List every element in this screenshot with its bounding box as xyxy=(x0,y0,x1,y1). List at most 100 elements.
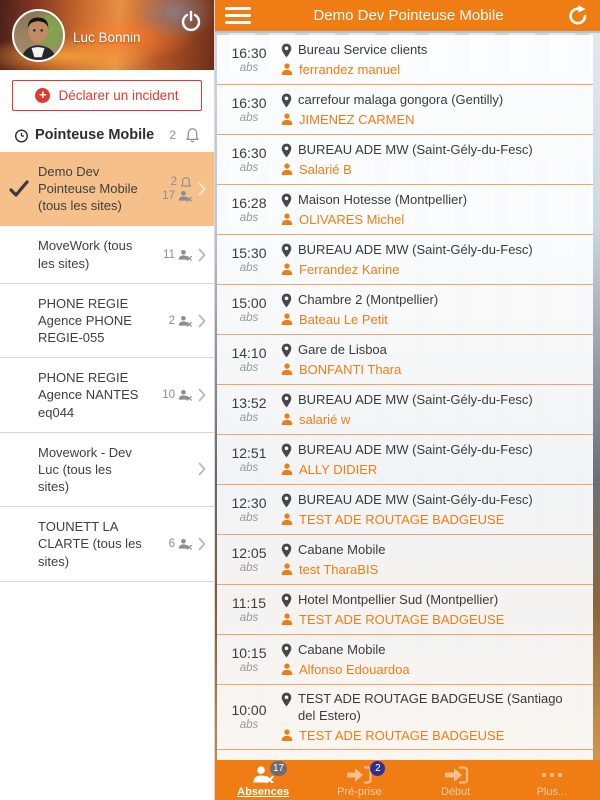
chevron-right-icon xyxy=(198,463,206,476)
refresh-icon[interactable] xyxy=(566,4,590,28)
chevron-right-icon xyxy=(198,314,206,327)
absence-row[interactable]: 12:51 abs BUREAU ADE MW (Saint-Gély-du-F… xyxy=(217,435,593,485)
person-name: Bateau Le Petit xyxy=(299,311,388,327)
row-content: Hotel Montpellier Sud (Montpellier) TEST… xyxy=(281,592,589,627)
location-name: BUREAU ADE MW (Saint-Gély-du-Fesc) xyxy=(298,142,533,158)
person-line: TEST ADE ROUTAGE BADGEUSE xyxy=(281,728,583,743)
preprise-count-badge: 2 xyxy=(370,760,386,776)
map-pin-icon xyxy=(281,443,292,458)
tab-label: Plus... xyxy=(536,785,568,798)
preprise-arrow-icon xyxy=(347,765,372,784)
sidebar-site-item[interactable]: MoveWork (tous les sites) 11 xyxy=(0,226,214,284)
absence-status: abs xyxy=(239,262,259,274)
absence-row[interactable]: 10:15 abs Cabane Mobile xyxy=(217,635,593,685)
chevron-right-icon xyxy=(198,537,206,551)
row-content: Bureau Service clients ferrandez manuel xyxy=(281,42,589,77)
map-pin-icon xyxy=(281,493,292,508)
row-content: carrefour malaga gongora (Gentilly) JIME… xyxy=(281,92,589,127)
absence-row[interactable]: 16:30 abs carrefour malaga gongora (Gent… xyxy=(217,85,593,135)
person-icon xyxy=(281,663,293,676)
absence-row[interactable]: 12:30 abs BUREAU ADE MW (Saint-Gély-du-F… xyxy=(217,485,593,535)
absence-time: 10:00 xyxy=(231,702,267,719)
location-line: Bureau Service clients xyxy=(281,42,583,59)
sidebar-site-item[interactable]: TOUNETT LA CLARTE (tous les sites) 6 xyxy=(0,507,214,582)
avatar-photo xyxy=(21,14,63,60)
sidebar-site-item[interactable]: PHONE REGIE Agence NANTES eq044 10 xyxy=(0,358,214,433)
person-name: TEST ADE ROUTAGE BADGEUSE xyxy=(299,727,505,743)
absence-row[interactable]: 10:00 abs TEST ADE ROUTAGE BADGEUSE (San… xyxy=(217,685,593,750)
person-name: BONFANTI Thara xyxy=(299,361,402,377)
sidebar-site-item[interactable]: Demo Dev Pointeuse Mobile (tous les site… xyxy=(0,152,214,227)
profile-header: Luc Bonnin xyxy=(0,0,214,70)
person-icon xyxy=(281,263,293,276)
absence-row[interactable]: 16:30 abs Bureau Service clients xyxy=(217,35,593,85)
row-content: BUREAU ADE MW (Saint-Gély-du-Fesc) salar… xyxy=(281,392,589,427)
person-name: JIMENEZ CARMEN xyxy=(299,111,415,127)
person-icon xyxy=(281,729,293,742)
site-label: Demo Dev Pointeuse Mobile (tous les site… xyxy=(38,164,138,214)
more-ellipsis-icon xyxy=(541,772,562,777)
tab-label: Pré-prise xyxy=(337,785,382,798)
clock-icon xyxy=(14,128,29,143)
person-line: OLIVARES Michel xyxy=(281,212,583,227)
absence-row[interactable]: 16:28 abs Maison Hotesse (Montpellier) xyxy=(217,185,593,235)
declare-incident-button[interactable]: + Déclarer un incident xyxy=(12,80,202,111)
location-name: Maison Hotesse (Montpellier) xyxy=(298,192,468,208)
location-name: Gare de Lisboa xyxy=(298,342,387,358)
map-pin-icon xyxy=(281,643,292,658)
row-content: Maison Hotesse (Montpellier) OLIVARES Mi… xyxy=(281,192,589,227)
power-icon[interactable] xyxy=(180,10,202,32)
time-column: 16:28 abs xyxy=(217,195,281,224)
site-badges: 6 xyxy=(144,538,194,550)
page-title: Demo Dev Pointeuse Mobile xyxy=(313,7,504,24)
absence-status: abs xyxy=(239,412,259,424)
user-avatar[interactable] xyxy=(12,9,65,62)
person-name: salarié w xyxy=(299,411,351,427)
absence-row[interactable]: 15:30 abs BUREAU ADE MW (Saint-Gély-du-F… xyxy=(217,235,593,285)
person-name: Alfonso Edouardoa xyxy=(299,661,410,677)
chevron-right-icon xyxy=(198,248,206,262)
person-icon xyxy=(281,113,293,126)
sidebar-site-item[interactable]: Movework - Dev Luc (tous les sites) xyxy=(0,432,214,508)
absence-row[interactable]: 14:10 abs Gare de Lisboa xyxy=(217,335,593,385)
absence-row[interactable]: 15:00 abs Chambre 2 (Montpellier) xyxy=(217,285,593,335)
location-line: BUREAU ADE MW (Saint-Gély-du-Fesc) xyxy=(281,242,583,259)
chevron-right-icon xyxy=(198,182,206,196)
menu-icon[interactable] xyxy=(225,6,251,25)
tab-plus[interactable]: Plus... xyxy=(504,760,600,800)
chevron-right-icon xyxy=(198,388,206,402)
site-label: PHONE REGIE Agence NANTES eq044 xyxy=(38,370,139,420)
location-line: carrefour malaga gongora (Gentilly) xyxy=(281,92,583,109)
absence-time: 16:30 xyxy=(231,95,267,111)
location-line: BUREAU ADE MW (Saint-Gély-du-Fesc) xyxy=(281,392,583,409)
location-line: Hotel Montpellier Sud (Montpellier) xyxy=(281,592,583,609)
site-badges: 2 17 xyxy=(144,176,194,202)
absence-row[interactable]: 13:52 abs BUREAU ADE MW (Saint-Gély-du-F… xyxy=(217,385,593,435)
absence-row[interactable]: 11:15 abs Hotel Montpellier Sud (Montpel… xyxy=(217,585,593,635)
sidebar: Luc Bonnin + Déclarer un incident Pointe… xyxy=(0,0,215,800)
row-content: BUREAU ADE MW (Saint-Gély-du-Fesc) Ferra… xyxy=(281,242,589,277)
top-app-bar: Demo Dev Pointeuse Mobile xyxy=(215,0,600,33)
location-line: BUREAU ADE MW (Saint-Gély-du-Fesc) xyxy=(281,142,583,159)
sidebar-site-item[interactable]: PHONE REGIE Agence PHONE REGIE-055 2 xyxy=(0,283,214,359)
absence-time: 14:10 xyxy=(231,345,267,361)
absence-count-badge: 11 xyxy=(163,249,192,261)
absence-row[interactable]: 12:05 abs Cabane Mobile xyxy=(217,535,593,585)
tab-pre-prise[interactable]: 2 Pré-prise xyxy=(311,760,407,800)
tab-debut[interactable]: Début xyxy=(408,760,504,800)
absence-status: abs xyxy=(239,62,259,74)
absence-time: 15:30 xyxy=(231,245,267,261)
location-line: Maison Hotesse (Montpellier) xyxy=(281,192,583,209)
location-line: BUREAU ADE MW (Saint-Gély-du-Fesc) xyxy=(281,442,583,459)
tab-absences[interactable]: 17 Absences xyxy=(215,760,311,800)
person-line: Ferrandez Karine xyxy=(281,262,583,277)
absence-status: abs xyxy=(239,212,259,224)
person-x-icon xyxy=(178,190,192,202)
person-icon xyxy=(281,513,293,526)
absence-row[interactable]: 16:30 abs BUREAU ADE MW (Saint-Gély-du-F… xyxy=(217,135,593,185)
person-line: ALLY DIDIER xyxy=(281,462,583,477)
absence-row[interactable]: 09:30 Roland Garros - Porte de St CLoud … xyxy=(217,749,593,760)
map-pin-icon xyxy=(281,593,292,608)
check-icon xyxy=(9,180,29,197)
